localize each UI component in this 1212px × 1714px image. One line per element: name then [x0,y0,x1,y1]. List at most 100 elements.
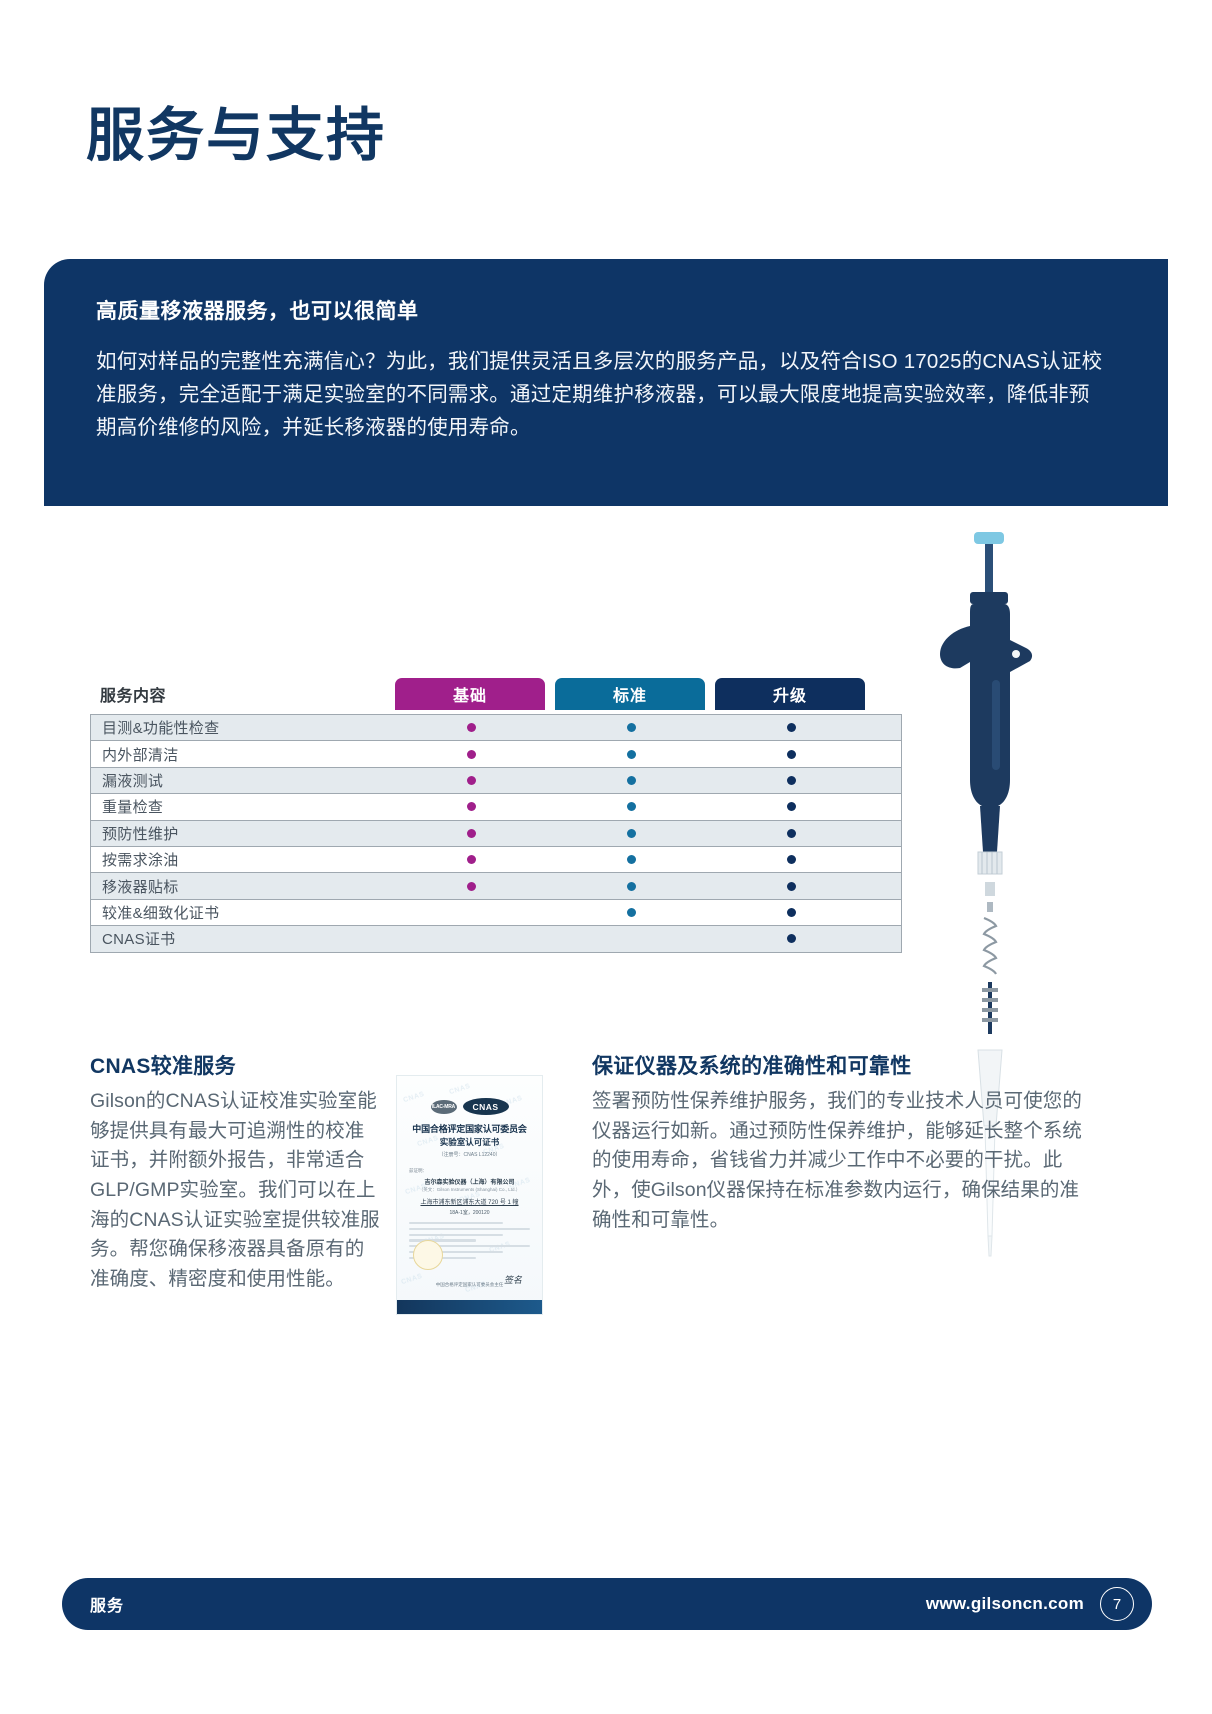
table-row-header-label: 服务内容 [100,688,167,705]
included-dot-icon [626,855,636,865]
table-cell-upgrade [716,821,866,846]
cnas-logo: CNAS [462,1098,509,1115]
text-line [409,1222,504,1225]
table-cell-upgrade [716,873,866,898]
table-row-label: 按需求涂油 [102,852,179,870]
page-number-badge: 7 [1100,1587,1134,1621]
table-row: 按需求涂油 [90,846,902,874]
table-row-label: 目测&功能性检查 [102,720,220,738]
table-row: 内外部清洁 [90,741,902,768]
table-cell-basic [396,794,546,819]
text-line [409,1245,530,1248]
table-cell-basic [396,926,546,951]
footer-section-label: 服务 [90,1598,125,1615]
footer-right-group: www.gilsoncn.com 7 [926,1587,1134,1621]
text-line [409,1227,530,1230]
table-row-label: 内外部清洁 [102,746,179,764]
page-title: 服务与支持 [86,103,387,168]
table-row: 目测&功能性检查 [90,715,902,742]
certificate-company-sub: （英文：Gilson Instruments (Shanghai) Co., L… [418,1187,521,1192]
included-dot-icon [626,828,636,838]
hero-banner: 高质量移液器服务，也可以很简单 如何对样品的完整性充满信心？为此，我们提供灵活且… [44,259,1168,506]
table-cell-basic [396,715,546,740]
table-cell-upgrade [716,900,866,925]
included-dot-icon [626,775,636,785]
pipette-illustration [930,530,1060,1260]
included-dot-icon [786,881,796,891]
table-row-label: 移液器贴标 [102,878,179,896]
watermark-text: CNAS [448,1082,472,1097]
table-cell-standard [556,794,706,819]
included-dot-icon [466,881,476,891]
table-cell-upgrade [716,741,866,766]
page-footer: 服务 www.gilsoncn.com 7 [62,1578,1152,1630]
included-dot-icon [466,828,476,838]
included-dot-icon [466,802,476,812]
table-cell-standard [556,741,706,766]
cnas-calibration-section: CNAS较准服务 Gilson的CNAS认证校准实验室能够提供具有最大可追溯性的… [90,1050,382,1294]
certificate-seal [413,1240,443,1270]
included-dot-icon [466,775,476,785]
accuracy-section-body: 签署预防性保养维护服务，我们的专业技术人员可使您的仪器运行如新。通过预防性保养维… [592,1090,1083,1231]
included-dot-icon [466,855,476,865]
table-cell-basic [396,821,546,846]
certificate-address-sub: 18A-1室，200120 [449,1210,490,1216]
table-cell-standard [556,926,706,951]
included-dot-icon [786,934,796,944]
table-row: CNAS证书 [90,926,902,953]
hero-content: 高质量移液器服务，也可以很简单 如何对样品的完整性充满信心？为此，我们提供灵活且… [44,259,1168,445]
table-row: 较准&细致化证书 [90,899,902,927]
included-dot-icon [626,907,636,917]
cnas-section-heading: CNAS较准服务 [90,1055,236,1078]
text-line [409,1239,476,1242]
included-dot-icon [626,802,636,812]
certificate-address: 上海市浦东新区浦东大道 720 号 1 幢 [420,1200,519,1206]
table-cell-standard [556,873,706,898]
table-row-label: 漏液测试 [102,772,164,790]
table-cell-standard [556,768,706,793]
table-cell-standard [556,821,706,846]
accuracy-section-heading: 保证仪器及系统的准确性和可靠性 [592,1055,912,1078]
table-cell-upgrade [716,715,866,740]
included-dot-icon [786,802,796,812]
table-cell-upgrade [716,926,866,951]
table-row: 漏液测试 [90,767,902,795]
text-line [409,1250,504,1254]
table-cell-upgrade [716,794,866,819]
cnas-certificate-image: CNAS CNAS CNAS CNAS CNAS CNAS CNAS CNAS … [396,1075,543,1315]
table-row: 重量检查 [90,794,902,821]
certificate-field-label: 兹证明： [409,1168,427,1173]
included-dot-icon [626,881,636,891]
table-row-label: 重量检查 [102,799,164,817]
hero-body-text: 如何对样品的完整性充满信心？为此，我们提供灵活且多层次的服务产品，以及符合ISO… [96,350,1103,440]
text-line [409,1233,504,1236]
table-cell-standard [556,715,706,740]
certificate-registry-number: （注册号：CNAS L12240） [438,1152,501,1158]
included-dot-icon [786,907,796,917]
ilac-mra-logo: ILAC-MRA [430,1099,457,1114]
table-cell-basic [396,900,546,925]
footer-website-url[interactable]: www.gilsoncn.com [925,1594,1084,1613]
included-dot-icon [626,723,636,733]
table-header: 服务内容 基础 标准 升级 [90,678,902,714]
table-row-label: CNAS证书 [102,931,176,949]
table-row: 预防性维护 [90,820,902,847]
included-dot-icon [626,749,636,759]
accuracy-reliability-section: 保证仪器及系统的准确性和可靠性 签署预防性保养维护服务，我们的专业技术人员可使您… [592,1050,1084,1235]
table-body: 目测&功能性检查 内外部清洁漏液测试重量检查预防性维护按需求涂油移液器贴标较准&细… [90,714,902,953]
table-row-label: 较准&细致化证书 [102,904,220,922]
certificate-title: 中国合格评定国家认可委员会 [412,1124,527,1134]
included-dot-icon [786,828,796,838]
tier-header-standard: 标准 [555,678,705,710]
included-dot-icon [466,749,476,759]
tier-header-upgrade: 升级 [715,678,865,710]
certificate-signature: 签名 [503,1275,522,1285]
cnas-section-body: Gilson的CNAS认证校准实验室能够提供具有最大可追溯性的校准证书，并附额外… [90,1090,380,1290]
table-row: 移液器贴标 [90,873,902,900]
included-dot-icon [786,855,796,865]
certificate-footer-note: 中国合格评定国家认可委员会主任 [435,1282,504,1287]
included-dot-icon [786,723,796,733]
table-cell-upgrade [716,768,866,793]
certificate-company: 吉尔森实验仪器（上海）有限公司 [424,1180,515,1186]
